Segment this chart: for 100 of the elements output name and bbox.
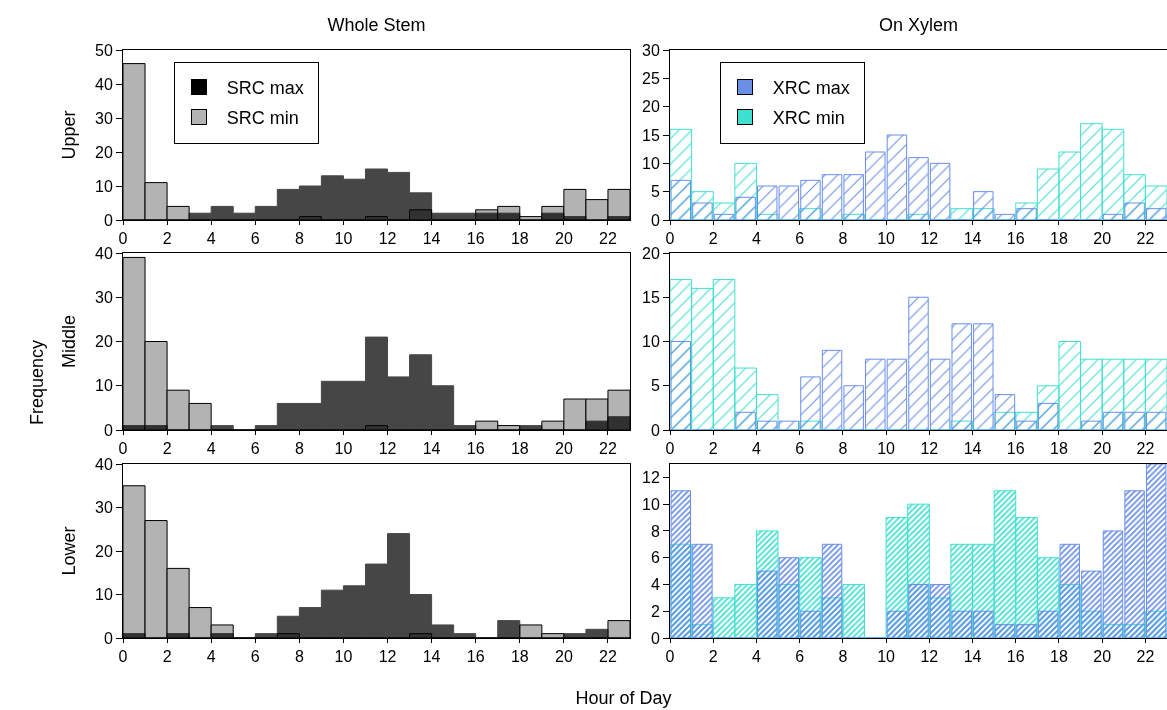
y-tick-label: 8 [650,522,660,540]
x-tick-label: 0 [118,230,128,248]
y-tick-label: 25 [642,69,660,87]
y-tick-label: 20 [95,143,113,161]
x-tick-label: 8 [838,648,848,666]
x-tick-label: 10 [877,648,896,666]
x-tick-label: 4 [751,230,761,248]
y-tick-label: 20 [95,333,113,351]
x-tick-label: 14 [422,440,441,458]
x-tick-label: 4 [751,440,761,458]
legend-label: XRC min [772,107,845,128]
x-tick-label: 22 [599,230,617,248]
x-tick-label: 12 [378,230,397,248]
y-tick-label: 12 [642,468,660,486]
x-tick-label: 6 [795,648,805,666]
y-tick-label: 10 [642,154,660,172]
x-tick-label: 2 [162,440,172,458]
y-tick-label: 40 [95,244,113,262]
y-tick-label: 40 [95,75,113,93]
x-tick-label: 18 [1050,230,1068,248]
y-axis-title: Lower [59,526,80,576]
x-tick-label: 18 [510,230,529,248]
x-tick-label: 10 [334,648,353,666]
y-tick-label: 10 [95,377,113,395]
x-tick-label: 22 [599,440,617,458]
y-tick-label: 0 [650,629,660,647]
x-tick-label: 18 [510,440,529,458]
x-tick-label: 18 [510,648,529,666]
x-tick-label: 6 [795,230,805,248]
y-tick-label: 10 [642,333,660,351]
x-tick-label: 12 [378,440,397,458]
x-tick-label: 8 [838,440,848,458]
x-tick-label: 14 [963,440,982,458]
x-tick-label: 6 [795,440,805,458]
x-tick-label: 20 [554,230,573,248]
x-tick-label: 16 [466,440,485,458]
y-tick-label: 20 [642,98,660,116]
x-tick-label: 10 [877,230,896,248]
x-tick-label: 0 [665,648,675,666]
x-tick-label: 16 [1006,230,1025,248]
x-tick-label: 0 [665,230,675,248]
x-tick-label: 16 [1006,648,1025,666]
x-tick-label: 12 [920,648,939,666]
x-tick-label: 4 [206,648,216,666]
y-tick-label: 20 [95,542,113,560]
x-tick-label: 0 [665,440,675,458]
x-tick-label: 10 [334,230,353,248]
y-tick-label: 40 [95,455,113,473]
y-tick-label: 6 [650,549,660,567]
x-tick-label: 12 [920,230,939,248]
x-tick-label: 8 [294,230,304,248]
y-tick-label: 0 [103,421,113,439]
x-tick-label: 16 [466,230,485,248]
x-tick-label: 4 [751,648,761,666]
x-tick-label: 20 [1093,648,1112,666]
x-tick-label: 4 [206,230,216,248]
y-tick-label: 30 [95,499,113,517]
x-tick-label: 20 [1093,440,1112,458]
x-tick-label: 20 [554,648,573,666]
x-tick-label: 8 [294,648,304,666]
x-tick-label: 10 [877,440,896,458]
text: Frequency [26,339,48,428]
legend-label: SRC min [226,107,299,128]
x-tick-label: 18 [1050,440,1068,458]
y-tick-label: 50 [95,41,113,59]
y-tick-label: 20 [642,244,660,262]
y-tick-label: 0 [650,211,660,229]
x-tick-label: 22 [599,648,617,666]
x-tick-label: 10 [334,440,353,458]
x-tick-label: 14 [422,648,441,666]
x-tick-label: 4 [206,440,216,458]
x-tick-label: 6 [250,440,260,458]
y-tick-label: 10 [642,495,660,513]
y-tick-label: 30 [95,288,113,306]
y-tick-label: 15 [642,288,660,306]
x-tick-label: 20 [554,440,573,458]
x-tick-label: 8 [838,230,848,248]
y-tick-label: 0 [103,211,113,229]
y-tick-label: 2 [650,602,660,620]
x-tick-label: 22 [1136,230,1155,248]
x-tick-label: 2 [708,230,718,248]
x-tick-label: 0 [118,440,128,458]
y-axis-title: Upper [59,110,80,160]
legend-label: XRC max [772,77,850,98]
x-tick-label: 20 [1093,230,1112,248]
y-tick-label: 5 [650,183,660,201]
x-tick-label: 2 [162,230,172,248]
x-tick-label: 6 [250,230,260,248]
x-tick-label: 2 [708,648,718,666]
x-tick-label: 14 [963,648,982,666]
x-tick-label: 14 [422,230,441,248]
x-tick-label: 22 [1136,648,1155,666]
y-tick-label: 0 [103,629,113,647]
x-tick-label: 2 [162,648,172,666]
x-tick-label: 12 [920,440,939,458]
x-tick-label: 8 [294,440,304,458]
x-tick-label: 14 [963,230,982,248]
y-tick-label: 30 [95,109,113,127]
x-tick-label: 6 [250,648,260,666]
x-tick-label: 16 [466,648,485,666]
